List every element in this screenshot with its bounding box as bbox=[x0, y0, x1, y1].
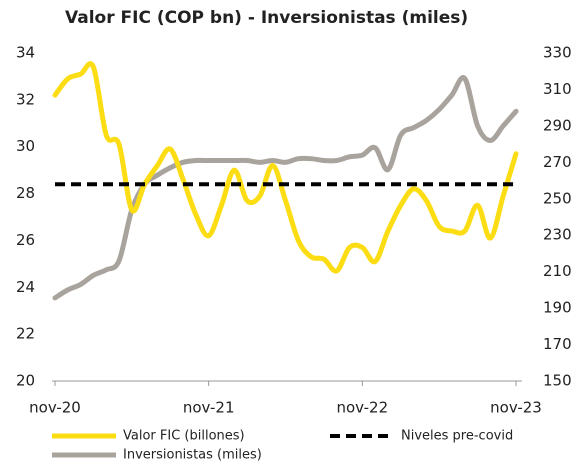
y2-tick-label: 310 bbox=[543, 80, 572, 98]
y-tick-label: 22 bbox=[16, 325, 35, 343]
y2-tick-label: 190 bbox=[543, 299, 572, 317]
x-tick-label: nov-20 bbox=[29, 399, 81, 417]
x-tick-label: nov-22 bbox=[336, 399, 388, 417]
x-tick-label: nov-23 bbox=[490, 399, 542, 417]
y2-tick-label: 290 bbox=[543, 116, 572, 134]
y2-tick-label: 150 bbox=[543, 372, 572, 390]
y-tick-label: 24 bbox=[16, 278, 35, 296]
y2-tick-label: 230 bbox=[543, 226, 572, 244]
x-tick-label: nov-21 bbox=[183, 399, 235, 417]
y2-tick-label: 170 bbox=[543, 335, 572, 353]
y-tick-label: 28 bbox=[16, 184, 35, 202]
y2-tick-label: 210 bbox=[543, 262, 572, 280]
legend-label: Valor FIC (billones) bbox=[123, 429, 245, 444]
chart-title: Valor FIC (COP bn) - Inversionistas (mil… bbox=[65, 8, 468, 28]
y-tick-label: 20 bbox=[16, 372, 35, 390]
legend-label: Niveles pre-covid bbox=[401, 429, 513, 444]
y2-tick-label: 250 bbox=[543, 189, 572, 207]
y-tick-label: 34 bbox=[16, 44, 35, 62]
series-line bbox=[52, 75, 519, 301]
y-tick-label: 26 bbox=[16, 231, 35, 249]
y-tick-label: 32 bbox=[16, 90, 35, 108]
y-tick-label: 30 bbox=[16, 137, 35, 155]
y2-tick-label: 270 bbox=[543, 153, 572, 171]
series-line bbox=[52, 61, 519, 274]
legend-label: Inversionistas (miles) bbox=[123, 448, 262, 463]
y2-tick-label: 330 bbox=[543, 44, 572, 62]
